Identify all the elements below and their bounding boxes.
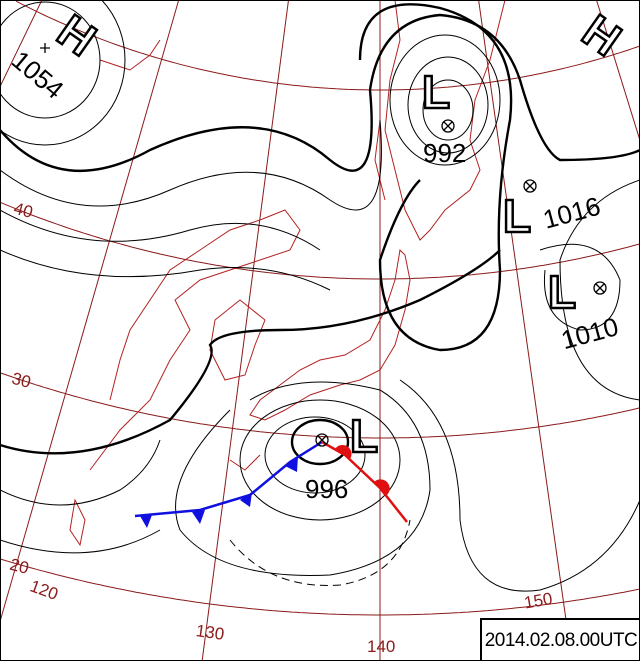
longitude-line — [201, 0, 289, 661]
fronts — [134, 440, 408, 528]
pressure-label: 1016 — [540, 191, 604, 235]
lon-label: 130 — [195, 621, 226, 644]
longitude-line — [596, 0, 640, 141]
longitude-line — [478, 0, 573, 661]
lon-label: 150 — [523, 589, 554, 613]
low-symbol: L — [503, 190, 531, 242]
grid-labels: 40 30 20 120 130 140 150 — [8, 199, 554, 656]
high-symbol: H — [48, 4, 105, 66]
pressure-label: 996 — [305, 474, 348, 504]
isobars — [0, 0, 640, 592]
lon-label: 140 — [367, 637, 395, 656]
cold-front — [134, 440, 323, 518]
low-symbol: L — [350, 410, 378, 462]
latitude-line — [0, 201, 640, 280]
cold-front-triangles — [140, 456, 298, 528]
pressure-centers: H H L L L L 1054 992 1016 1010 996 — [6, 3, 632, 504]
lat-label: 30 — [10, 369, 33, 392]
longitude-line — [0, 0, 180, 622]
longitude-line — [0, 0, 43, 87]
lat-label: 20 — [8, 555, 31, 578]
lon-label: 120 — [27, 576, 60, 604]
warm-front-semicircles — [335, 444, 390, 495]
lat-label: 40 — [12, 199, 35, 222]
high-symbol: H — [573, 4, 630, 66]
latitude-line — [15, 0, 640, 91]
low-symbol: L — [422, 66, 450, 118]
center-marker-icon — [40, 43, 607, 447]
latitude-line — [0, 558, 640, 616]
warm-front — [321, 440, 408, 523]
latitude-line — [0, 372, 640, 439]
pressure-label: 992 — [423, 138, 466, 168]
low-symbol: L — [548, 266, 576, 318]
valid-time-stamp: 2014.02.08.00UTC — [480, 618, 640, 661]
